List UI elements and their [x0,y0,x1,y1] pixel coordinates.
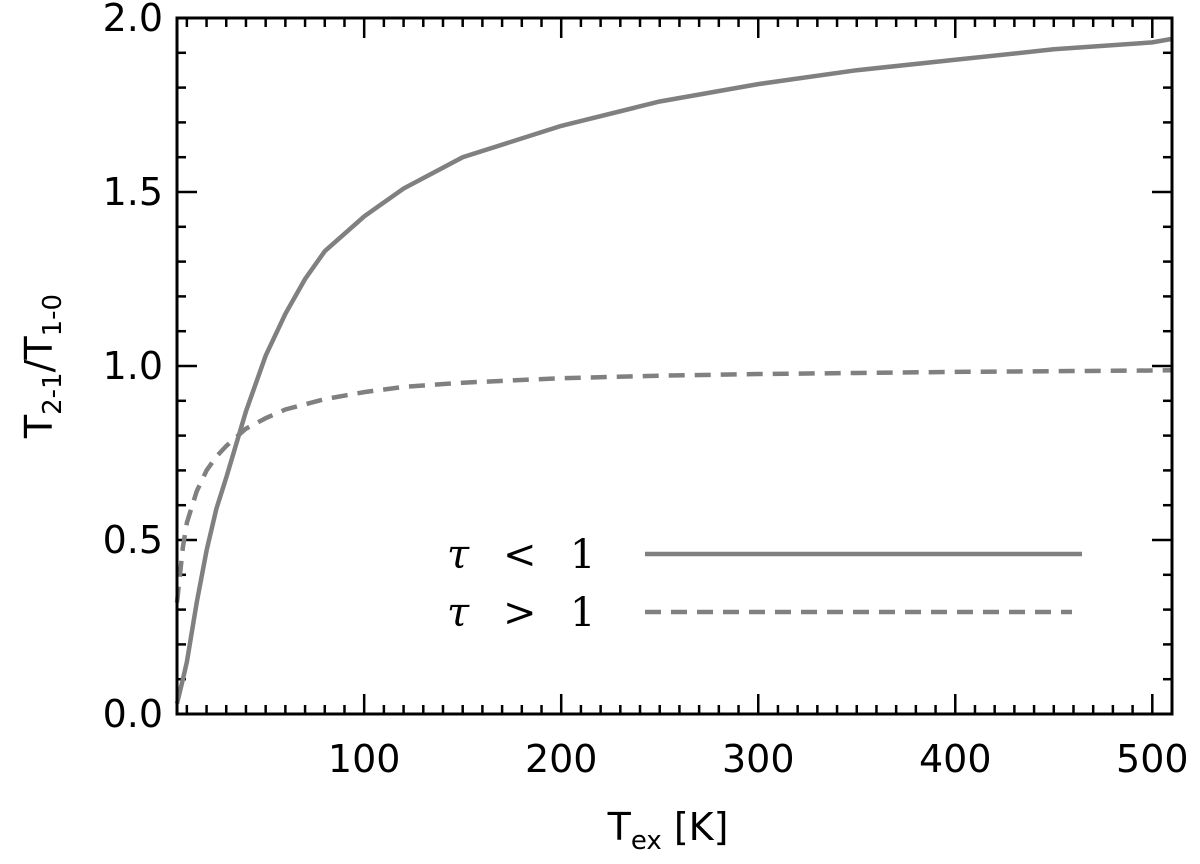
y-tick-label: 0.5 [103,518,163,562]
x-tick-label: 200 [525,737,598,781]
plot-frame [175,16,1174,716]
x-tick-label: 100 [328,737,401,781]
legend-entry-optically-thin: τ < 1 [447,532,1082,578]
x-tick-label: 400 [919,737,992,781]
series-line-dashed [174,367,1173,603]
series-group [174,36,1173,705]
legend-operator: > [503,590,537,636]
tick-labels: 100 200 300 400 500 0.0 0.5 1.0 1.5 2.0 [103,0,1189,781]
legend-value: 1 [570,532,595,578]
minor-ticks [177,18,1174,714]
legend-value: 1 [570,590,595,636]
legend: τ < 1 τ > 1 [447,532,1082,636]
legend-operator: < [503,532,537,578]
legend-symbol: τ [447,590,470,636]
y-tick-label: 1.5 [103,170,163,214]
x-tick-label: 300 [722,737,795,781]
legend-symbol: τ [447,532,470,578]
x-axis-label: Tex [K] [607,805,729,856]
series-line-solid [174,36,1173,705]
y-tick-label: 0.0 [103,692,163,736]
y-tick-label: 2.0 [103,0,163,40]
y-tick-label: 1.0 [103,344,163,388]
legend-entry-optically-thick: τ > 1 [447,590,1072,636]
major-ticks [177,16,1172,716]
y-axis-label: T2-1/T1-0 [17,294,68,439]
x-tick-label: 500 [1116,737,1189,781]
